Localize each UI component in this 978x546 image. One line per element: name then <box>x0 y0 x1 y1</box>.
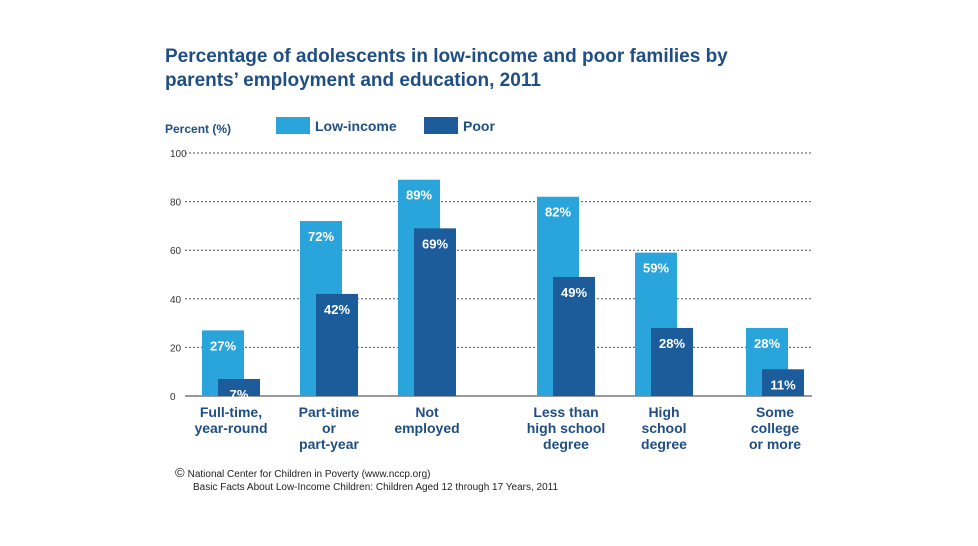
x-tick-label-line: high school <box>527 420 606 436</box>
data-label: 42% <box>324 302 350 317</box>
data-label: 28% <box>659 336 685 351</box>
bar-poor <box>651 327 693 396</box>
data-label: 59% <box>643 261 669 276</box>
legend-swatch-poor <box>424 117 458 134</box>
y-tick-label: 40 <box>170 295 182 306</box>
y-tick-label: 0 <box>170 392 176 403</box>
y-tick-label: 100 <box>170 149 187 160</box>
y-tick-label: 80 <box>170 198 182 209</box>
credit-line-2: Basic Facts About Low-Income Children: C… <box>193 482 559 493</box>
bar-poor <box>218 378 260 396</box>
x-tick-label: Not employed <box>394 404 459 436</box>
x-tick-label-line: employed <box>394 420 459 436</box>
data-label: 7% <box>230 387 249 402</box>
data-label: 82% <box>545 205 571 220</box>
x-tick-label-line: Full-time, <box>200 404 262 420</box>
chart-title: Percentage of adolescents in low-income … <box>165 46 728 91</box>
x-tick-label: Full-time, year-round <box>194 404 267 436</box>
x-tick-label-line: Part-time <box>299 404 360 420</box>
x-tick-label-line: degree <box>641 436 687 452</box>
y-tick-label: 20 <box>170 343 182 354</box>
bar-poor <box>316 293 358 396</box>
data-label: 72% <box>308 229 334 244</box>
x-tick-label: High school degree <box>641 404 687 452</box>
x-tick-label-line: college <box>751 420 799 436</box>
legend-label: Poor <box>463 118 495 134</box>
bar-poor <box>762 369 804 396</box>
x-tick-label-line: school <box>641 420 686 436</box>
x-tick-label-line: degree <box>543 436 589 452</box>
data-label: 28% <box>754 336 780 351</box>
y-axis-label: Percent (%) <box>165 122 231 136</box>
copyright-icon: © <box>175 465 185 480</box>
data-label: 89% <box>406 188 432 203</box>
x-tick-label-line: or <box>322 420 337 436</box>
x-tick-label-line: Not <box>415 404 439 420</box>
legend-swatch-low-income <box>276 117 310 134</box>
bar-poor <box>553 276 595 396</box>
x-tick-label-line: Less than <box>533 404 598 420</box>
data-label: 49% <box>561 285 587 300</box>
credit-line-1: National Center for Children in Poverty … <box>187 469 431 480</box>
x-tick-label-line: year-round <box>194 420 267 436</box>
x-tick-label: Less than high school degree <box>527 404 606 452</box>
x-tick-label-line: or more <box>749 436 801 452</box>
source-credit: © National Center for Children in Poverty… <box>175 466 558 494</box>
x-tick-label: Some college or more <box>749 404 801 452</box>
legend-label: Low-income <box>315 118 397 134</box>
x-tick-label-line: Some <box>756 404 794 420</box>
bar-poor <box>414 228 456 396</box>
x-tick-label-line: part-year <box>299 436 359 452</box>
data-label: 11% <box>770 377 796 392</box>
x-tick-label-line: High <box>648 404 679 420</box>
data-label: 69% <box>422 236 448 251</box>
x-tick-label: Part-time or part-year <box>299 404 360 452</box>
y-tick-label: 60 <box>170 246 182 257</box>
data-label: 27% <box>210 338 236 353</box>
